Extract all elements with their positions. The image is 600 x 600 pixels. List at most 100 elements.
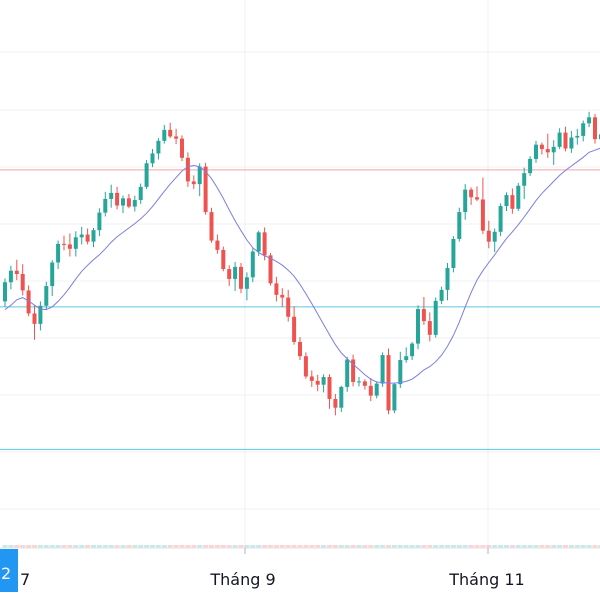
candle-body xyxy=(274,283,279,295)
candle-body xyxy=(486,230,491,242)
candle-body xyxy=(62,243,66,245)
volume-bar xyxy=(297,545,303,548)
candle-body xyxy=(522,173,527,186)
candle-body xyxy=(362,381,367,386)
volume-bar xyxy=(592,545,598,548)
candle-body xyxy=(545,149,550,153)
volume-bar xyxy=(480,545,486,548)
volume-bar xyxy=(439,545,445,548)
time-badge[interactable]: 2 xyxy=(0,549,18,592)
grid-lines xyxy=(0,0,600,548)
volume-bar xyxy=(598,545,600,548)
volume-bar xyxy=(580,545,586,548)
volume-bar xyxy=(273,545,279,548)
volume-bar xyxy=(433,545,439,548)
candle-body xyxy=(534,144,538,159)
volume-bar xyxy=(545,545,551,548)
candle-body xyxy=(357,381,361,383)
candle-body xyxy=(575,135,580,138)
volume-bar xyxy=(191,545,197,548)
candle-body xyxy=(445,267,450,290)
candle-body xyxy=(109,192,114,199)
volume-bar xyxy=(197,545,203,548)
volume-bar xyxy=(138,545,144,548)
volume-bar xyxy=(8,545,14,548)
volume-bar xyxy=(250,545,256,548)
volume-bar xyxy=(2,545,8,548)
volume-bar xyxy=(220,545,226,548)
candle-body xyxy=(209,212,214,241)
candle-body xyxy=(392,384,397,411)
volume-bar xyxy=(498,545,504,548)
candle-body xyxy=(598,134,600,140)
candle-body xyxy=(203,166,208,213)
candle-body xyxy=(85,234,90,242)
x-tick-label-nov: Tháng 11 xyxy=(448,570,524,589)
candle-body xyxy=(256,232,261,252)
candle-body xyxy=(433,300,438,335)
volume-bar xyxy=(120,545,126,548)
volume-bar xyxy=(415,545,421,548)
volume-bar xyxy=(79,545,85,548)
candle-body xyxy=(103,198,108,213)
volume-bar xyxy=(14,545,20,548)
volume-bar xyxy=(268,545,273,548)
candle-body xyxy=(162,129,167,141)
volume-bar xyxy=(509,545,515,548)
volume-bar xyxy=(515,545,521,548)
reference-lines xyxy=(0,169,600,450)
volume-bar xyxy=(167,545,173,548)
candle-body xyxy=(20,274,25,291)
volume-bar xyxy=(492,545,498,548)
volume-bar xyxy=(126,545,132,548)
candle-body xyxy=(303,356,308,377)
candle-body xyxy=(398,360,403,385)
candle-body xyxy=(510,195,515,209)
volume-bar xyxy=(456,545,462,548)
candle-body xyxy=(410,343,415,357)
candle-body xyxy=(67,244,72,249)
candle-body xyxy=(191,181,196,185)
volume-bar xyxy=(179,545,185,548)
candle-body xyxy=(239,266,243,289)
volume-bar xyxy=(238,545,244,548)
candle-body xyxy=(321,377,326,385)
candle-body xyxy=(475,197,479,200)
volume-bar xyxy=(85,545,91,548)
candle-body xyxy=(3,282,7,302)
volume-bar xyxy=(421,545,427,548)
candle-body xyxy=(327,377,332,399)
candle-body xyxy=(581,123,586,136)
candle-body xyxy=(563,132,568,149)
candle-body xyxy=(345,359,350,387)
volume-bar xyxy=(96,545,102,548)
volume-bar xyxy=(26,545,32,548)
volume-bar xyxy=(155,545,161,548)
volume-bar xyxy=(108,545,114,548)
volume-bar xyxy=(91,545,96,548)
candle-body xyxy=(126,198,131,207)
volume-bar xyxy=(350,545,356,548)
candle-body xyxy=(492,231,497,242)
volume-bar xyxy=(338,545,344,548)
candle-body xyxy=(469,189,474,198)
volume-bar xyxy=(150,545,155,548)
volume-bar xyxy=(368,545,374,548)
volume-bar xyxy=(557,545,563,548)
candle-body xyxy=(97,212,102,231)
candle-body xyxy=(463,189,468,213)
candle-body xyxy=(427,321,432,335)
volume-bar xyxy=(386,545,391,548)
candle-body xyxy=(416,309,420,344)
volume-bar xyxy=(427,545,433,548)
volume-bar xyxy=(232,545,238,548)
volume-bar xyxy=(356,545,362,548)
volume-bar xyxy=(55,545,61,548)
candle-body xyxy=(292,316,297,342)
volume-bar xyxy=(551,545,557,548)
volume-bar xyxy=(374,545,380,548)
volume-bar xyxy=(214,545,220,548)
candle-body xyxy=(168,129,173,137)
candle-body xyxy=(539,144,544,150)
